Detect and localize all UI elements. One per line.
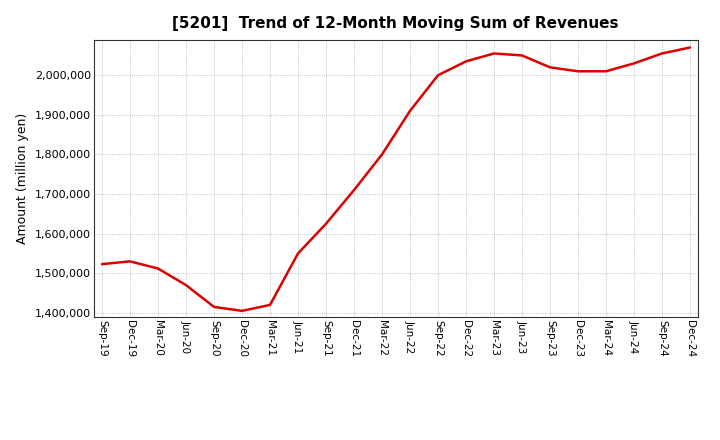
Text: [5201]  Trend of 12-Month Moving Sum of Revenues: [5201] Trend of 12-Month Moving Sum of R… bbox=[172, 16, 618, 32]
Y-axis label: Amount (million yen): Amount (million yen) bbox=[16, 113, 29, 244]
